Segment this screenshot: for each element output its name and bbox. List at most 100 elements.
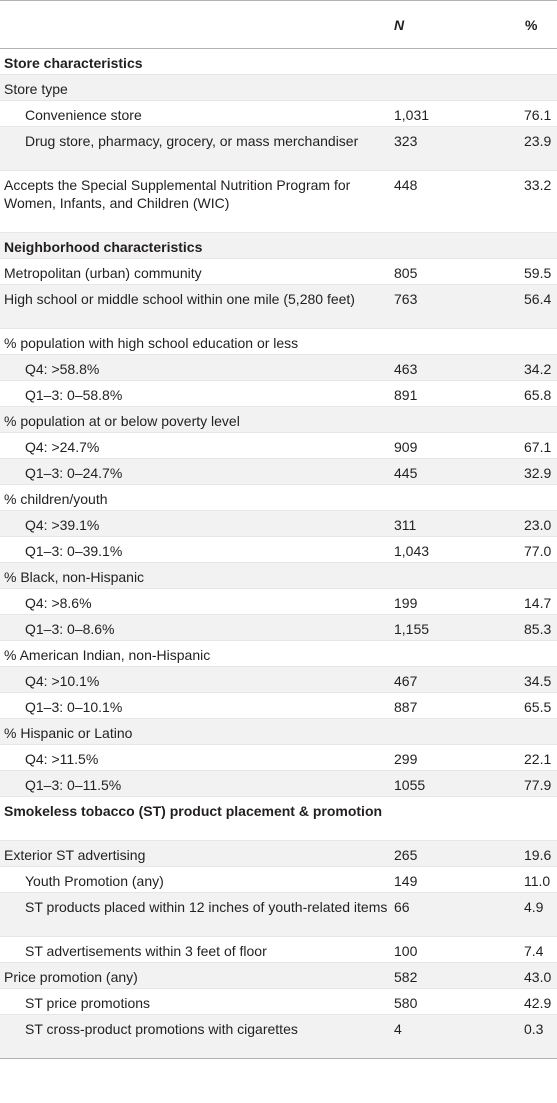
- row-percent-value: 0.3: [524, 1021, 544, 1037]
- row-n-value: 805: [394, 265, 418, 281]
- row-label: Youth Promotion (any): [25, 873, 164, 889]
- table-row: ST advertisements within 3 feet of floor…: [0, 937, 557, 963]
- column-header-percent: %: [525, 17, 538, 33]
- table-row: Smokeless tobacco (ST) product placement…: [0, 797, 557, 841]
- row-percent-value: [524, 75, 557, 100]
- row-percent-value: 65.5: [524, 699, 552, 715]
- row-n-value: 582: [394, 969, 418, 985]
- row-n-value: 311: [394, 517, 417, 533]
- row-label: Price promotion (any): [4, 969, 138, 985]
- row-n-value: 265: [394, 847, 418, 863]
- row-percent-value: 22.1: [524, 751, 552, 767]
- row-percent-value: 7.4: [524, 943, 544, 959]
- table-row: Neighborhood characteristics: [0, 233, 557, 259]
- row-label: Q1–3: 0–24.7%: [25, 465, 123, 481]
- row-percent-value: 34.5: [524, 673, 552, 689]
- row-percent-value: [524, 329, 557, 354]
- row-label: ST price promotions: [25, 995, 151, 1011]
- row-label: Q4: >8.6%: [25, 595, 92, 611]
- table-row: Store type: [0, 75, 557, 101]
- row-label: Store type: [4, 81, 68, 97]
- table-row: Q1–3: 0–8.6% 1,155 85.3: [0, 615, 557, 641]
- table-row: Accepts the Special Supplemental Nutriti…: [0, 171, 557, 233]
- row-percent-value: 59.5: [524, 265, 552, 281]
- table-row: % Black, non-Hispanic: [0, 563, 557, 589]
- row-n-value: 199: [394, 595, 418, 611]
- row-percent-value: 43.0: [524, 969, 552, 985]
- table-row: Q1–3: 0–58.8% 891 65.8: [0, 381, 557, 407]
- row-label: % Hispanic or Latino: [4, 725, 133, 741]
- row-percent-value: 23.9: [524, 133, 552, 149]
- row-percent-value: [524, 797, 557, 840]
- row-n-value: [394, 233, 524, 258]
- row-n-value: 891: [394, 387, 418, 403]
- row-percent-value: 65.8: [524, 387, 552, 403]
- table-row: ST cross-product promotions with cigaret…: [0, 1015, 557, 1059]
- row-percent-value: 23.0: [524, 517, 552, 533]
- table-row: Convenience store 1,031 76.1: [0, 101, 557, 127]
- table-row: % population with high school education …: [0, 329, 557, 355]
- row-percent-value: 33.2: [524, 177, 552, 193]
- column-header-n: N: [394, 17, 405, 33]
- row-label: ST cross-product promotions with cigaret…: [25, 1021, 298, 1037]
- row-label: Q1–3: 0–10.1%: [25, 699, 123, 715]
- table-row: Metropolitan (urban) community 805 59.5: [0, 259, 557, 285]
- row-percent-value: 4.9: [524, 899, 544, 915]
- row-label: Smokeless tobacco (ST) product placement…: [4, 803, 383, 819]
- data-table: N % Store characteristics Store type Conve…: [0, 0, 557, 1059]
- row-label: Q4: >10.1%: [25, 673, 100, 689]
- row-label: Q4: >24.7%: [25, 439, 100, 455]
- row-label: Drug store, pharmacy, grocery, or mass m…: [25, 133, 359, 149]
- table-row: ST price promotions 580 42.9: [0, 989, 557, 1015]
- table-row: Youth Promotion (any) 149 11.0: [0, 867, 557, 893]
- row-label: Metropolitan (urban) community: [4, 265, 202, 281]
- row-percent-value: 19.6: [524, 847, 552, 863]
- table-row: % population at or below poverty level: [0, 407, 557, 433]
- row-percent-value: 67.1: [524, 439, 552, 455]
- table-row: Q4: >10.1% 467 34.5: [0, 667, 557, 693]
- row-label: Store characteristics: [4, 55, 143, 71]
- row-label: Q1–3: 0–11.5%: [25, 777, 122, 793]
- row-percent-value: 11.0: [524, 873, 551, 889]
- row-percent-value: 56.4: [524, 291, 552, 307]
- table-row: Store characteristics: [0, 49, 557, 75]
- row-n-value: 467: [394, 673, 418, 689]
- table-header: N %: [0, 0, 557, 49]
- row-label: Q1–3: 0–58.8%: [25, 387, 123, 403]
- row-percent-value: 34.2: [524, 361, 552, 377]
- table-row: Q1–3: 0–10.1% 887 65.5: [0, 693, 557, 719]
- row-percent-value: 42.9: [524, 995, 552, 1011]
- row-n-value: 448: [394, 177, 418, 193]
- table-row: Q1–3: 0–39.1% 1,043 77.0: [0, 537, 557, 563]
- table-row: ST products placed within 12 inches of y…: [0, 893, 557, 937]
- row-label: Q4: >58.8%: [25, 361, 100, 377]
- table-body: Store characteristics Store type Convenien…: [0, 49, 557, 1059]
- row-n-value: [394, 641, 524, 666]
- row-label: Q4: >11.5%: [25, 751, 99, 767]
- row-label: ST products placed within 12 inches of y…: [25, 899, 388, 915]
- row-label: % population at or below poverty level: [4, 413, 240, 429]
- row-n-value: 299: [394, 751, 418, 767]
- row-percent-value: [524, 407, 557, 432]
- row-percent-value: [524, 233, 557, 258]
- row-n-value: 763: [394, 291, 418, 307]
- table-row: Q4: >24.7% 909 67.1: [0, 433, 557, 459]
- table-row: Q4: >39.1% 311 23.0: [0, 511, 557, 537]
- row-label: High school or middle school within one …: [4, 291, 355, 307]
- row-label: Convenience store: [25, 107, 142, 123]
- table-row: % Hispanic or Latino: [0, 719, 557, 745]
- row-label: Exterior ST advertising: [4, 847, 146, 863]
- row-label: Q1–3: 0–8.6%: [25, 621, 115, 637]
- row-n-value: 1,043: [394, 543, 430, 559]
- table-row: % children/youth: [0, 485, 557, 511]
- row-percent-value: [524, 563, 557, 588]
- table-row: Drug store, pharmacy, grocery, or mass m…: [0, 127, 557, 171]
- row-n-value: 887: [394, 699, 418, 715]
- row-n-value: 463: [394, 361, 418, 377]
- table-row: Price promotion (any) 582 43.0: [0, 963, 557, 989]
- row-n-value: 149: [394, 873, 418, 889]
- row-n-value: 323: [394, 133, 418, 149]
- row-n-value: 1,031: [394, 107, 430, 123]
- row-percent-value: [524, 641, 557, 666]
- row-label: % children/youth: [4, 491, 108, 507]
